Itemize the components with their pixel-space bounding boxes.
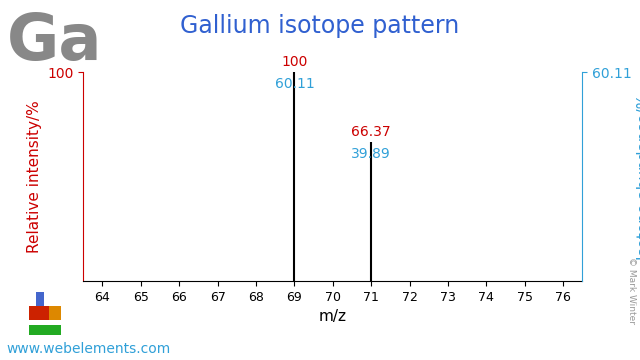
Text: © Mark Winter: © Mark Winter [627,257,636,324]
X-axis label: m/z: m/z [319,309,347,324]
Text: 39.89: 39.89 [351,147,391,161]
Bar [29,325,61,334]
Text: 66.37: 66.37 [351,125,391,139]
Text: 100: 100 [281,55,308,69]
Bar [36,292,44,306]
Y-axis label: Isotope abundance/%: Isotope abundance/% [637,93,640,260]
Text: Gallium isotope pattern: Gallium isotope pattern [180,14,460,39]
Y-axis label: Relative intensity/%: Relative intensity/% [26,100,42,253]
Text: www.webelements.com: www.webelements.com [6,342,171,356]
Text: Ga: Ga [6,11,102,73]
Text: 60.11: 60.11 [275,77,314,91]
Bar [49,306,61,320]
Bar [29,306,49,320]
